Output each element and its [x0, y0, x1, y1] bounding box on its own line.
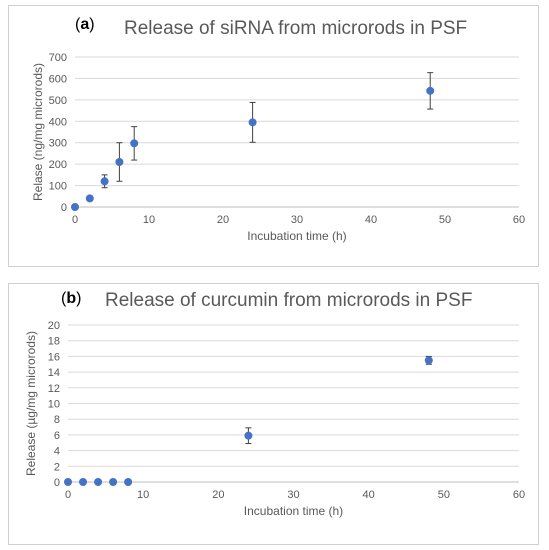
y-tick-label: 16	[48, 351, 60, 363]
x-tick-label: 40	[365, 214, 377, 226]
data-point	[115, 158, 124, 166]
data-point	[109, 478, 118, 486]
panel-label-b: (b)	[61, 290, 82, 307]
x-axis-title: Incubation time (h)	[247, 229, 346, 243]
chart-title: Release of siRNA from microrods in PSF	[124, 18, 468, 39]
y-tick-label: 2	[54, 461, 60, 473]
y-tick-label: 0	[61, 202, 67, 214]
x-tick-label: 10	[143, 214, 155, 226]
x-tick-label: 60	[513, 214, 525, 226]
x-tick-label: 30	[291, 214, 303, 226]
y-tick-label: 400	[49, 116, 67, 128]
data-point	[424, 356, 433, 365]
data-point	[130, 139, 139, 148]
data-point	[426, 86, 435, 95]
y-tick-label: 10	[48, 399, 60, 411]
y-tick-label: 6	[54, 430, 60, 442]
chart-panel-b: (b) Release of curcumin from microrods i…	[8, 283, 539, 545]
y-tick-label: 500	[49, 95, 67, 107]
y-tick-label: 18	[48, 336, 60, 348]
y-tick-label: 100	[49, 181, 67, 193]
x-tick-label: 30	[287, 489, 299, 501]
x-tick-label: 40	[363, 489, 375, 501]
chart-title: Release of curcumin from microrods in PS…	[105, 290, 473, 311]
y-tick-label: 14	[48, 367, 60, 379]
y-tick-label: 8	[54, 414, 60, 426]
data-point	[94, 478, 103, 486]
y-tick-label: 600	[49, 73, 67, 85]
panel-letter: a	[80, 16, 90, 33]
panel-letter: b	[66, 290, 77, 307]
y-tick-label: 4	[54, 446, 60, 458]
x-tick-label: 60	[513, 489, 525, 501]
data-point	[85, 194, 94, 203]
x-tick-label: 0	[65, 489, 71, 501]
chart-panel-a: (a) Release of siRNA from microrods in P…	[8, 5, 539, 267]
x-tick-label: 50	[438, 489, 450, 501]
y-tick-label: 700	[49, 52, 67, 64]
y-axis-title: Relase (ng/mg microrods)	[31, 63, 45, 201]
y-axis-title: Release (µg/mg microrods)	[24, 331, 38, 476]
y-tick-label: 12	[48, 383, 60, 395]
x-axis-title: Incubation time (h)	[244, 504, 343, 518]
data-point	[248, 118, 257, 127]
x-tick-label: 20	[217, 214, 229, 226]
x-tick-label: 10	[137, 489, 149, 501]
data-point	[244, 431, 253, 440]
y-tick-label: 300	[49, 138, 67, 150]
x-tick-label: 0	[72, 214, 78, 226]
y-tick-label: 20	[48, 320, 60, 332]
plot-area-b: 0 2 4 6 8 10 12 14 16 18 20 0 10 20 30 40 50 60 Incubation…	[24, 320, 525, 518]
data-point	[124, 478, 133, 486]
x-tick-label: 50	[439, 214, 451, 226]
y-tick-label: 0	[54, 477, 60, 489]
panel-label-a: (a)	[75, 16, 95, 33]
y-tick-label: 200	[49, 159, 67, 171]
data-point	[79, 478, 88, 486]
data-point	[71, 203, 79, 211]
data-point	[100, 177, 109, 186]
x-tick-label: 20	[212, 489, 224, 501]
data-point	[64, 478, 72, 486]
plot-area-a: 0 100 200 300 400 500 600 700 0 10 20 30 40 50 60 Incub…	[31, 52, 525, 243]
